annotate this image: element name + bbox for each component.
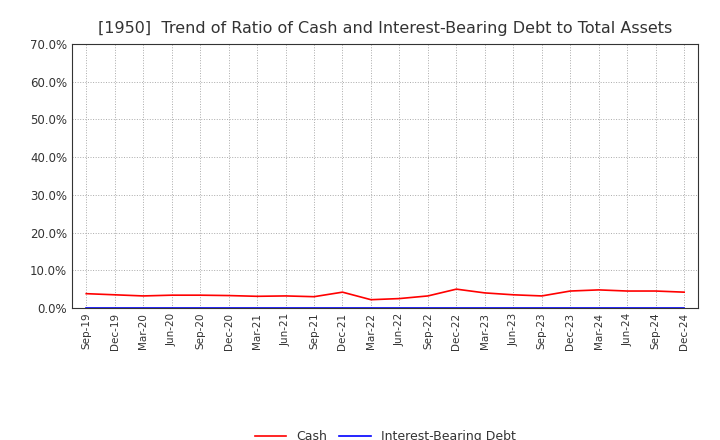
Interest-Bearing Debt xyxy=(338,305,347,311)
Cash xyxy=(366,297,375,302)
Interest-Bearing Debt xyxy=(423,305,432,311)
Cash xyxy=(537,293,546,299)
Interest-Bearing Debt xyxy=(680,305,688,311)
Interest-Bearing Debt xyxy=(225,305,233,311)
Cash xyxy=(310,294,318,299)
Interest-Bearing Debt xyxy=(480,305,489,311)
Cash xyxy=(680,290,688,295)
Cash xyxy=(139,293,148,299)
Interest-Bearing Debt xyxy=(623,305,631,311)
Cash xyxy=(338,290,347,295)
Interest-Bearing Debt xyxy=(167,305,176,311)
Cash xyxy=(509,292,518,297)
Interest-Bearing Debt xyxy=(537,305,546,311)
Cash xyxy=(110,292,119,297)
Interest-Bearing Debt xyxy=(139,305,148,311)
Line: Cash: Cash xyxy=(86,289,684,300)
Cash xyxy=(480,290,489,296)
Cash xyxy=(395,296,404,301)
Interest-Bearing Debt xyxy=(595,305,603,311)
Cash xyxy=(253,293,261,299)
Interest-Bearing Debt xyxy=(509,305,518,311)
Interest-Bearing Debt xyxy=(196,305,204,311)
Interest-Bearing Debt xyxy=(395,305,404,311)
Cash xyxy=(167,293,176,298)
Interest-Bearing Debt xyxy=(652,305,660,311)
Cash xyxy=(623,288,631,293)
Cash xyxy=(82,291,91,296)
Interest-Bearing Debt xyxy=(452,305,461,311)
Cash xyxy=(452,286,461,292)
Interest-Bearing Debt xyxy=(110,305,119,311)
Cash xyxy=(196,293,204,298)
Interest-Bearing Debt xyxy=(282,305,290,311)
Cash xyxy=(282,293,290,299)
Cash xyxy=(423,293,432,299)
Cash xyxy=(225,293,233,298)
Interest-Bearing Debt xyxy=(82,305,91,311)
Interest-Bearing Debt xyxy=(253,305,261,311)
Interest-Bearing Debt xyxy=(366,305,375,311)
Interest-Bearing Debt xyxy=(566,305,575,311)
Title: [1950]  Trend of Ratio of Cash and Interest-Bearing Debt to Total Assets: [1950] Trend of Ratio of Cash and Intere… xyxy=(98,21,672,36)
Cash xyxy=(652,288,660,293)
Cash xyxy=(595,287,603,293)
Cash xyxy=(566,288,575,293)
Legend: Cash, Interest-Bearing Debt: Cash, Interest-Bearing Debt xyxy=(250,425,521,440)
Interest-Bearing Debt xyxy=(310,305,318,311)
